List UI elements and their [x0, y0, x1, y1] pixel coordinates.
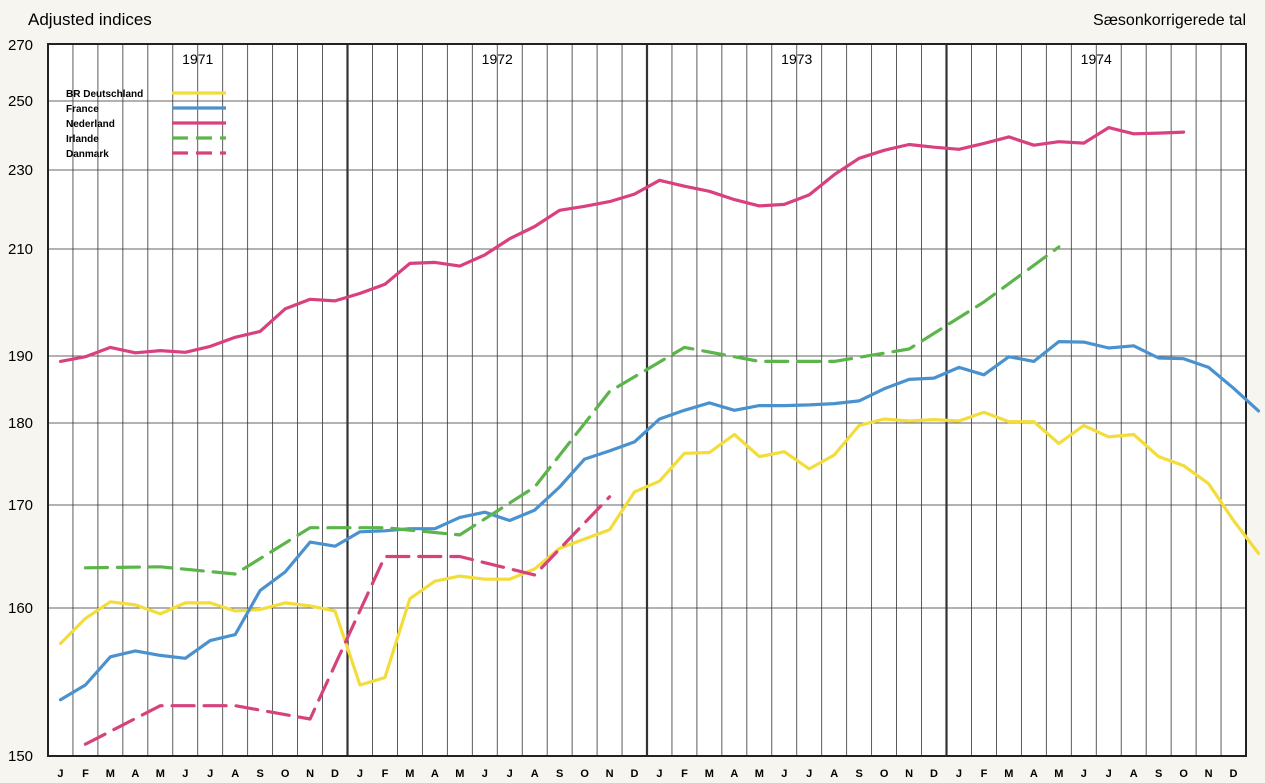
y-tick-label: 180 — [8, 415, 33, 432]
series-line-danmark — [83, 495, 612, 746]
month-tick-label: F — [82, 768, 89, 780]
legend-label: France — [66, 104, 99, 115]
month-tick-label: J — [207, 768, 213, 780]
series-line-france — [58, 340, 1261, 702]
month-tick-label: F — [382, 768, 389, 780]
month-tick-label: M — [156, 768, 165, 780]
month-tick-label: A — [531, 768, 539, 780]
y-tick-label: 150 — [8, 748, 33, 765]
month-tick-label: F — [681, 768, 688, 780]
legend-label: Nederland — [66, 119, 115, 130]
year-label: 1974 — [1081, 51, 1112, 67]
month-tick-label: A — [730, 768, 738, 780]
month-tick-label: M — [755, 768, 764, 780]
month-tick-label: S — [556, 768, 563, 780]
month-tick-label: J — [956, 768, 962, 780]
chart-labels: 150 160 170 180 190 210 230 250 270 1971 1972 1973 1… — [8, 37, 1238, 780]
month-tick-label: J — [781, 768, 787, 780]
month-tick-label: A — [431, 768, 439, 780]
year-label: 1973 — [781, 51, 812, 67]
month-tick-label: M — [405, 768, 414, 780]
y-tick-label: 230 — [8, 162, 33, 179]
month-tick-label: D — [331, 768, 339, 780]
month-tick-label: S — [855, 768, 862, 780]
month-tick-label: D — [631, 768, 639, 780]
series-line-nederland — [58, 126, 1186, 363]
month-tick-label: S — [256, 768, 263, 780]
legend-label: Danmark — [66, 149, 109, 160]
chart-series — [58, 126, 1261, 746]
month-tick-label: M — [705, 768, 714, 780]
y-tick-label: 270 — [8, 37, 33, 54]
month-tick-label: M — [106, 768, 115, 780]
month-tick-label: J — [1081, 768, 1087, 780]
month-tick-label: M — [1054, 768, 1063, 780]
y-tick-label: 160 — [8, 600, 33, 617]
month-tick-label: J — [806, 768, 812, 780]
month-tick-label: D — [1230, 768, 1238, 780]
chart-legend: BR Deutschland France Nederland Irlande Danm… — [66, 89, 226, 160]
month-tick-label: O — [580, 768, 589, 780]
month-tick-label: O — [1179, 768, 1188, 780]
month-tick-label: N — [905, 768, 913, 780]
month-tick-label: J — [182, 768, 188, 780]
chart-grid — [47, 43, 1247, 757]
month-tick-label: N — [606, 768, 614, 780]
month-tick-label: N — [1205, 768, 1213, 780]
month-tick-label: D — [930, 768, 938, 780]
y-tick-label: 190 — [8, 348, 33, 365]
series-line-irlande — [83, 245, 1061, 576]
month-tick-label: F — [981, 768, 988, 780]
series-line-br-deutschland — [58, 410, 1261, 687]
y-tick-label: 210 — [8, 241, 33, 258]
month-tick-label: A — [830, 768, 838, 780]
month-tick-label: J — [507, 768, 513, 780]
month-tick-label: J — [357, 768, 363, 780]
month-tick-label: J — [656, 768, 662, 780]
year-label: 1972 — [482, 51, 513, 67]
chart-subtitle: Sæsonkorrigerede tal — [1093, 12, 1246, 29]
month-tick-label: S — [1155, 768, 1162, 780]
month-tick-label: J — [482, 768, 488, 780]
y-tick-label: 170 — [8, 497, 33, 514]
legend-label: BR Deutschland — [66, 89, 143, 100]
y-tick-label: 250 — [8, 93, 33, 110]
month-tick-label: M — [455, 768, 464, 780]
year-label: 1971 — [182, 51, 213, 67]
month-tick-label: J — [57, 768, 63, 780]
month-tick-label: O — [880, 768, 889, 780]
month-tick-label: A — [1130, 768, 1138, 780]
month-tick-label: A — [131, 768, 139, 780]
month-tick-label: O — [281, 768, 290, 780]
legend-label: Irlande — [66, 134, 99, 145]
month-tick-label: M — [1004, 768, 1013, 780]
month-tick-label: A — [231, 768, 239, 780]
month-tick-label: J — [1106, 768, 1112, 780]
month-tick-label: N — [306, 768, 314, 780]
month-tick-label: A — [1030, 768, 1038, 780]
chart-title: Adjusted indices — [28, 10, 152, 29]
